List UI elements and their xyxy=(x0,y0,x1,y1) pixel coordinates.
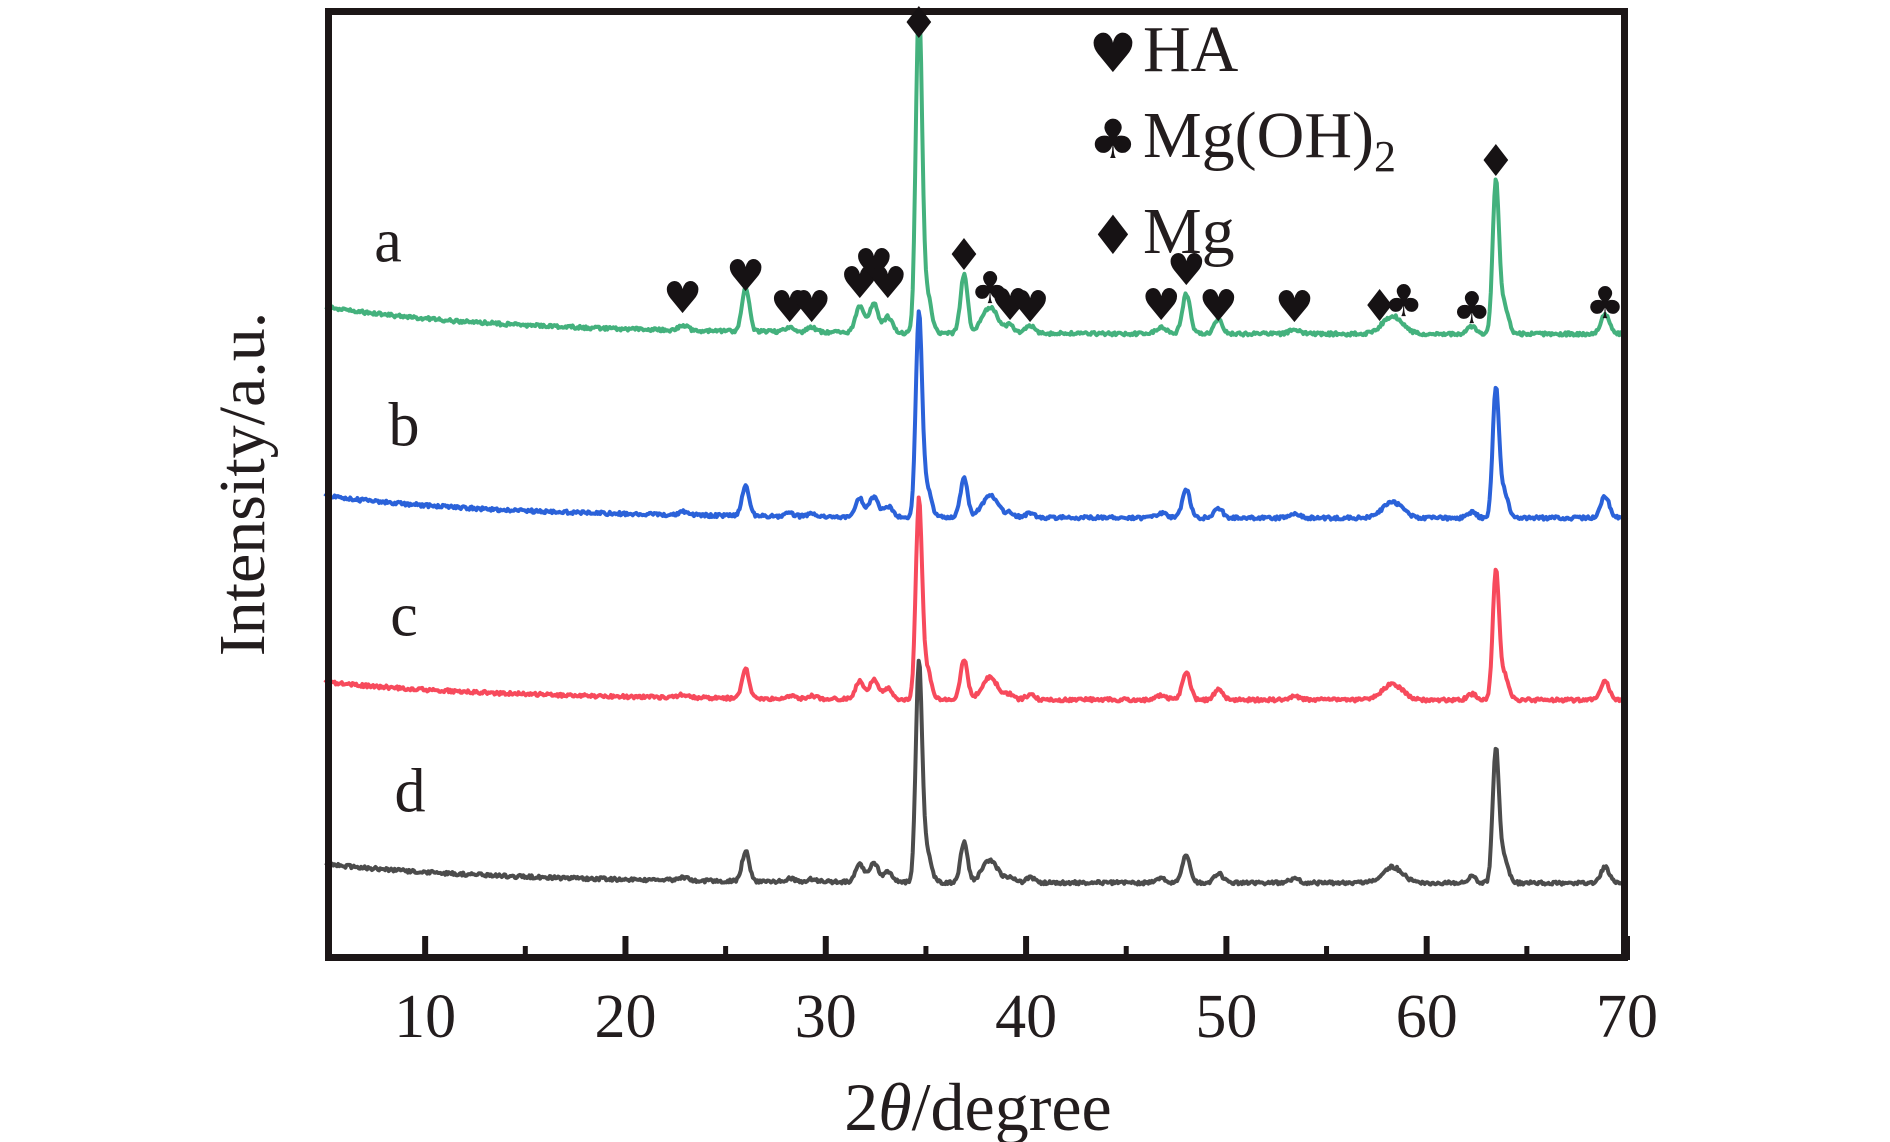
club-marker-icon: ♣ xyxy=(1383,276,1424,327)
x-tick-label-60: 60 xyxy=(1395,983,1458,1051)
y-axis-label: Intensity/a.u. xyxy=(206,311,279,657)
legend-label-ha-text: HA xyxy=(1143,13,1239,86)
heart-marker-icon: ♥ xyxy=(990,280,1030,331)
legend-label-mgoh2-text: Mg(OH) xyxy=(1143,99,1374,172)
curve-label-d: d xyxy=(394,757,426,826)
heart-marker-icon: ♥ xyxy=(725,251,766,302)
x-tick-label-30: 30 xyxy=(794,983,857,1051)
legend-label-ha: HA xyxy=(1143,12,1238,96)
mgoh2-club-icon: ♣ xyxy=(1088,108,1138,172)
curve-label-a: a xyxy=(374,207,402,276)
legend-label-mg-text: Mg xyxy=(1143,195,1235,268)
xrd-curve-a-trace xyxy=(324,9,1628,338)
heart-marker-icon: ♥ xyxy=(840,258,880,309)
heart-marker-icon: ♥ xyxy=(792,282,832,333)
legend-item-mgoh2: ♣ Mg(OH)2 xyxy=(1083,98,1396,182)
ha-heart-icon: ♥ xyxy=(1088,22,1138,86)
heart-marker-icon: ♥ xyxy=(662,273,703,324)
legend-label-mgoh2: Mg(OH)2 xyxy=(1143,98,1396,182)
curve-label-b: b xyxy=(388,391,420,460)
xrd-curve-b-trace xyxy=(323,309,1629,522)
heart-marker-icon: ♥ xyxy=(1166,245,1207,296)
club-marker-icon: ♣ xyxy=(1452,283,1492,334)
legend-item-ha: ♥ HA xyxy=(1083,12,1239,96)
heart-marker-icon: ♥ xyxy=(1198,281,1239,332)
heart-marker-icon: ♥ xyxy=(1141,280,1182,331)
diamond-marker-icon: ♦ xyxy=(1359,281,1400,332)
x-tick-label-70: 70 xyxy=(1596,983,1658,1051)
curves-layer xyxy=(323,9,1629,887)
diamond-marker-icon: ♦ xyxy=(899,0,939,49)
legend-label-mgoh2-sub: 2 xyxy=(1373,132,1396,182)
xrd-curve-c-trace xyxy=(323,495,1629,704)
heart-marker-icon: ♥ xyxy=(1010,282,1050,333)
heart-marker-icon: ♥ xyxy=(854,240,894,291)
x-tick-label-50: 50 xyxy=(1195,983,1258,1051)
legend-label-mg: Mg xyxy=(1143,194,1235,278)
x-tick-label-10: 10 xyxy=(394,983,457,1051)
club-marker-icon: ♣ xyxy=(1585,278,1625,329)
legend-item-mg: ♦ Mg xyxy=(1083,194,1235,278)
heart-marker-icon: ♥ xyxy=(769,282,810,333)
xrd-curve-d-trace xyxy=(324,658,1628,887)
x-label-theta: θ xyxy=(878,1069,912,1142)
x-axis-label: 2θ/degree xyxy=(844,1068,1112,1142)
x-tick-label-20: 20 xyxy=(594,983,657,1051)
heart-marker-icon: ♥ xyxy=(868,258,908,309)
mg-diamond-icon: ♦ xyxy=(1088,204,1138,268)
x-label-prefix: 2 xyxy=(844,1069,879,1142)
x-label-suffix: /degree xyxy=(911,1069,1112,1142)
diamond-marker-icon: ♦ xyxy=(1476,136,1516,187)
x-tick-label-40: 40 xyxy=(995,983,1058,1051)
diamond-marker-icon: ♦ xyxy=(944,230,984,281)
plot-border xyxy=(325,8,1628,961)
heart-marker-icon: ♥ xyxy=(1274,282,1315,333)
club-marker-icon: ♣ xyxy=(970,263,1010,314)
curve-label-c: c xyxy=(390,581,418,650)
